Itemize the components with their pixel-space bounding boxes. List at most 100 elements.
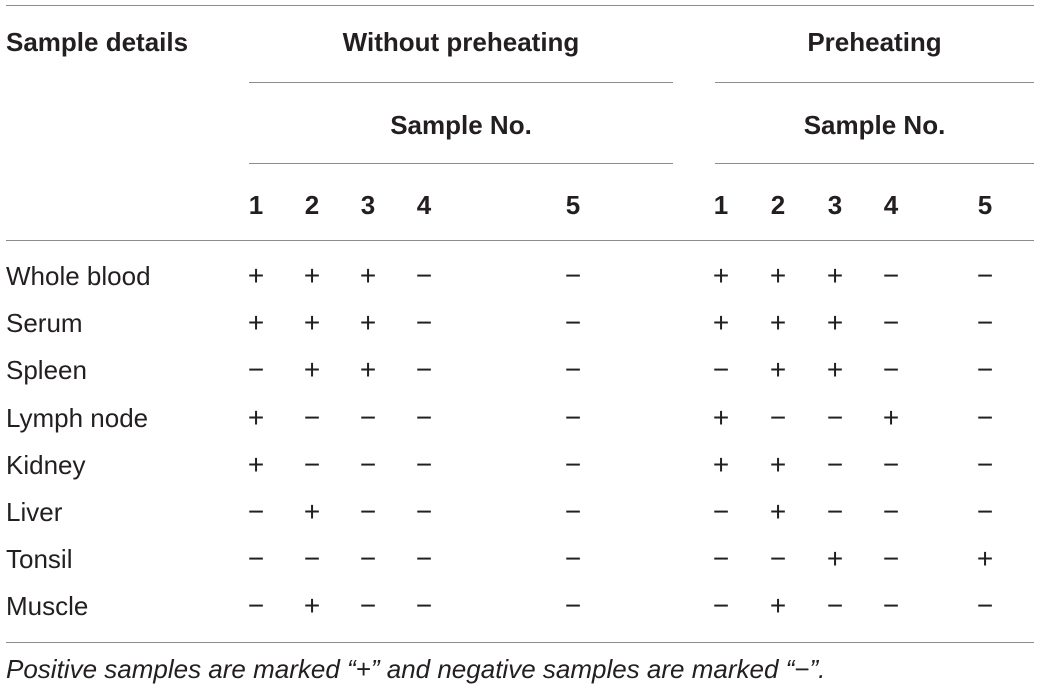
result-cell-pre-4: − xyxy=(882,354,900,386)
result-cell-without-3: + xyxy=(359,354,377,386)
result-cell-pre-1: + xyxy=(712,448,730,480)
result-cell-without-3: + xyxy=(359,260,377,291)
column-header-pre-5: 5 xyxy=(977,190,993,220)
column-header-pre-3: 3 xyxy=(827,190,843,220)
result-cell-pre-4: − xyxy=(882,543,900,575)
result-cell-pre-5: − xyxy=(976,354,994,386)
column-header-without-3: 3 xyxy=(360,190,376,220)
result-cell-without-2: + xyxy=(303,496,321,527)
result-cell-without-1: − xyxy=(247,496,265,527)
result-cell-without-5: − xyxy=(564,590,582,622)
result-cell-without-3: + xyxy=(359,307,377,339)
result-cell-without-4: − xyxy=(415,543,433,575)
result-cell-pre-2: + xyxy=(769,307,787,339)
result-cell-without-5: − xyxy=(564,543,582,575)
group-rule-without xyxy=(249,82,673,83)
result-cell-pre-2: − xyxy=(769,401,787,433)
result-cell-pre-1: + xyxy=(712,401,730,433)
column-header-without-5: 5 xyxy=(565,190,581,220)
result-cell-without-2: + xyxy=(303,307,321,339)
result-cell-without-1: + xyxy=(247,448,265,480)
result-cell-without-3: − xyxy=(359,590,377,622)
result-cell-without-3: − xyxy=(359,448,377,480)
header-bottom-rule xyxy=(6,240,1034,241)
result-cell-pre-5: − xyxy=(976,401,994,433)
result-cell-without-5: − xyxy=(564,448,582,480)
result-cell-without-2: − xyxy=(303,543,321,575)
result-cell-pre-5: − xyxy=(976,590,994,622)
result-cell-pre-4: − xyxy=(882,448,900,480)
row-label: Spleen xyxy=(6,355,87,386)
result-cell-without-2: + xyxy=(303,354,321,386)
row-label: Muscle xyxy=(6,591,89,622)
result-cell-without-1: − xyxy=(247,543,265,575)
result-cell-without-3: − xyxy=(359,543,377,575)
result-cell-without-1: − xyxy=(247,354,265,386)
result-cell-pre-2: + xyxy=(769,448,787,480)
result-cell-pre-4: − xyxy=(882,590,900,622)
result-cell-without-4: − xyxy=(415,590,433,622)
result-cell-without-1: + xyxy=(247,260,265,291)
result-cell-pre-3: + xyxy=(826,307,844,339)
result-cell-without-2: − xyxy=(303,448,321,480)
result-cell-without-3: − xyxy=(359,401,377,433)
row-label: Kidney xyxy=(6,449,86,480)
result-cell-without-4: − xyxy=(415,307,433,339)
column-header-without-4: 4 xyxy=(416,190,432,220)
column-header-pre-1: 1 xyxy=(713,190,729,220)
result-cell-pre-3: + xyxy=(826,354,844,386)
row-label: Liver xyxy=(6,497,63,527)
column-header-pre-4: 4 xyxy=(883,190,899,220)
header-sample-details: Sample details xyxy=(6,27,189,57)
result-cell-pre-3: − xyxy=(826,496,844,527)
result-cell-pre-3: − xyxy=(826,448,844,480)
column-header-without-2: 2 xyxy=(304,190,320,220)
result-cell-pre-1: + xyxy=(712,260,730,291)
result-cell-pre-1: + xyxy=(712,307,730,339)
result-cell-pre-5: − xyxy=(976,496,994,527)
result-cell-without-5: − xyxy=(564,354,582,386)
column-header-pre-2: 2 xyxy=(770,190,786,220)
table-footnote: Positive samples are marked “+” and nega… xyxy=(6,654,826,684)
result-cell-without-5: − xyxy=(564,260,582,291)
result-cell-pre-4: + xyxy=(882,401,900,433)
group-rule-preheating xyxy=(715,82,1034,83)
result-cell-without-2: + xyxy=(303,590,321,622)
result-cell-without-4: − xyxy=(415,448,433,480)
result-cell-pre-1: − xyxy=(712,354,730,386)
result-cell-pre-1: − xyxy=(712,496,730,527)
result-cell-without-4: − xyxy=(415,401,433,433)
subheader-sample-no-preheating: Sample No. xyxy=(803,110,946,140)
result-cell-pre-5: + xyxy=(976,543,994,575)
result-cell-pre-1: − xyxy=(712,543,730,575)
result-cell-pre-5: − xyxy=(976,307,994,339)
result-cell-pre-4: − xyxy=(882,307,900,339)
result-cell-pre-2: + xyxy=(769,496,787,527)
result-cell-pre-2: − xyxy=(769,543,787,575)
result-cell-without-1: − xyxy=(247,590,265,622)
row-label: Lymph node xyxy=(6,402,149,433)
result-cell-pre-5: − xyxy=(976,448,994,480)
row-label: Serum xyxy=(6,308,83,339)
result-cell-without-1: + xyxy=(247,401,265,433)
result-cell-without-4: − xyxy=(415,496,433,527)
result-cell-without-2: + xyxy=(303,260,321,291)
result-cell-pre-4: − xyxy=(882,260,900,291)
result-cell-pre-5: − xyxy=(976,260,994,291)
header-preheating: Preheating xyxy=(807,27,942,57)
result-cell-pre-2: + xyxy=(769,260,787,291)
row-label: Tonsil xyxy=(6,544,73,575)
header-without-preheating: Without preheating xyxy=(342,27,580,57)
result-cell-pre-3: + xyxy=(826,260,844,291)
subheader-sample-no-without: Sample No. xyxy=(390,110,532,140)
table-bottom-rule xyxy=(6,642,1034,643)
result-cell-pre-4: − xyxy=(882,496,900,527)
result-cell-without-3: − xyxy=(359,496,377,527)
result-cell-without-5: − xyxy=(564,496,582,527)
result-cell-without-4: − xyxy=(415,354,433,386)
result-cell-without-2: − xyxy=(303,401,321,433)
result-cell-without-5: − xyxy=(564,307,582,339)
result-cell-pre-2: + xyxy=(769,590,787,622)
result-cell-pre-3: − xyxy=(826,590,844,622)
table-top-rule xyxy=(6,5,1034,6)
